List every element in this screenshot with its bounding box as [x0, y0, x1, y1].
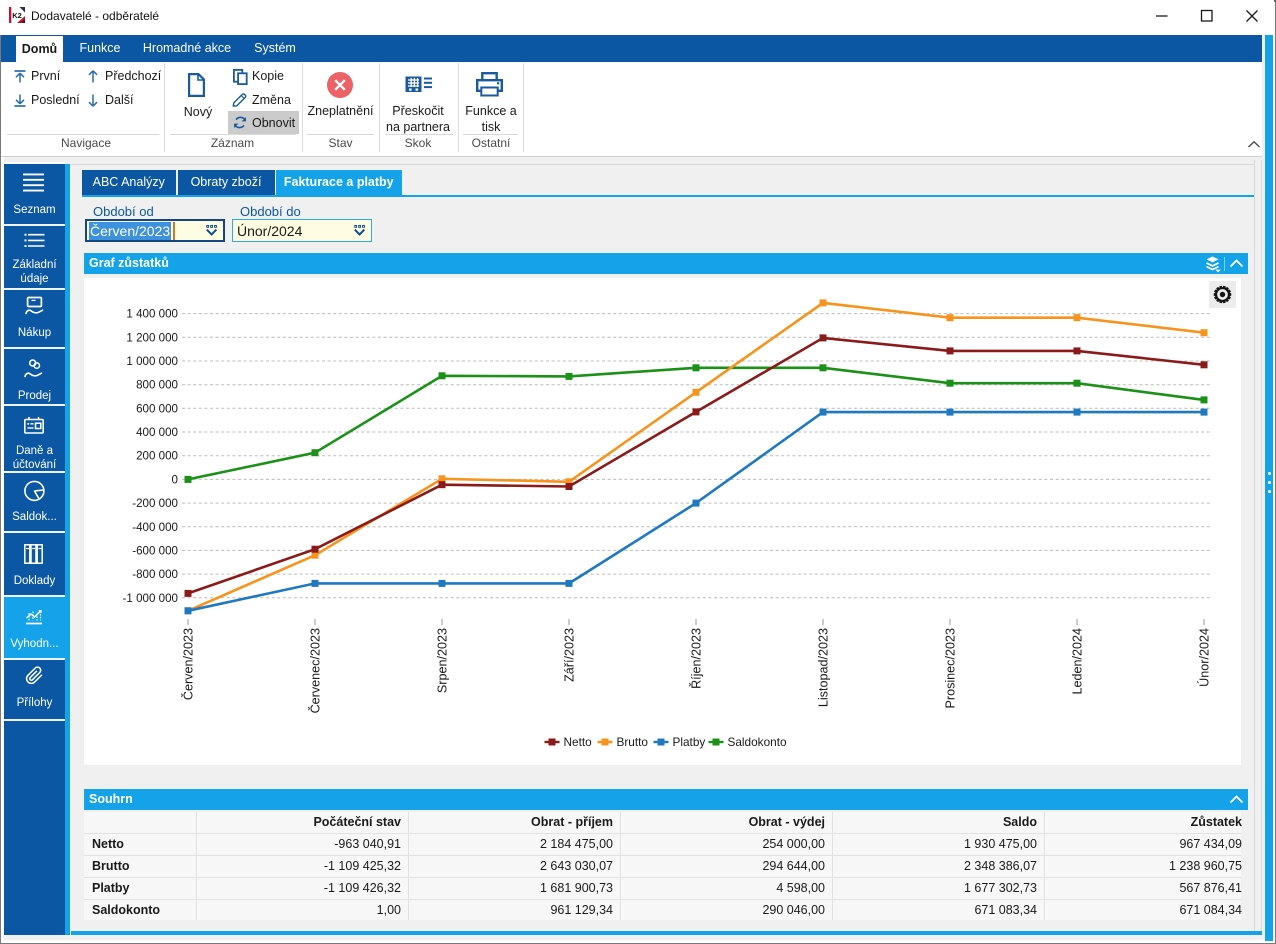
svg-text:-800 000: -800 000: [132, 568, 178, 581]
svg-text:1 000 000: 1 000 000: [126, 355, 178, 368]
svg-text:-1 000 000: -1 000 000: [123, 592, 178, 605]
svg-text:400 000: 400 000: [136, 426, 178, 439]
svg-text:200 000: 200 000: [136, 450, 178, 463]
svg-text:600 000: 600 000: [136, 402, 178, 415]
svg-text:Září/2023: Září/2023: [563, 628, 577, 682]
svg-text:1 400 000: 1 400 000: [126, 308, 178, 321]
svg-text:Srpen/2023: Srpen/2023: [436, 628, 450, 693]
svg-text:Únor/2024: Únor/2024: [1197, 628, 1212, 687]
svg-text:Saldokonto: Saldokonto: [728, 735, 787, 749]
svg-text:Platby: Platby: [673, 735, 706, 749]
svg-text:K2: K2: [12, 11, 22, 20]
svg-text:Říjen/2023: Říjen/2023: [689, 628, 704, 689]
svg-text:Červen/2023: Červen/2023: [181, 628, 196, 700]
svg-text:Netto: Netto: [564, 735, 593, 749]
svg-text:800 000: 800 000: [136, 379, 178, 392]
svg-text:Leden/2024: Leden/2024: [1071, 628, 1085, 695]
svg-text:0: 0: [172, 473, 178, 486]
svg-text:Brutto: Brutto: [617, 735, 649, 749]
svg-text:-600 000: -600 000: [132, 544, 178, 557]
svg-text:Prosinec/2023: Prosinec/2023: [944, 628, 958, 709]
svg-text:Listopad/2023: Listopad/2023: [817, 628, 831, 707]
svg-text:1 200 000: 1 200 000: [126, 331, 178, 344]
svg-text:-400 000: -400 000: [132, 521, 178, 534]
svg-text:Červenec/2023: Červenec/2023: [308, 628, 323, 713]
svg-text:-200 000: -200 000: [132, 497, 178, 510]
